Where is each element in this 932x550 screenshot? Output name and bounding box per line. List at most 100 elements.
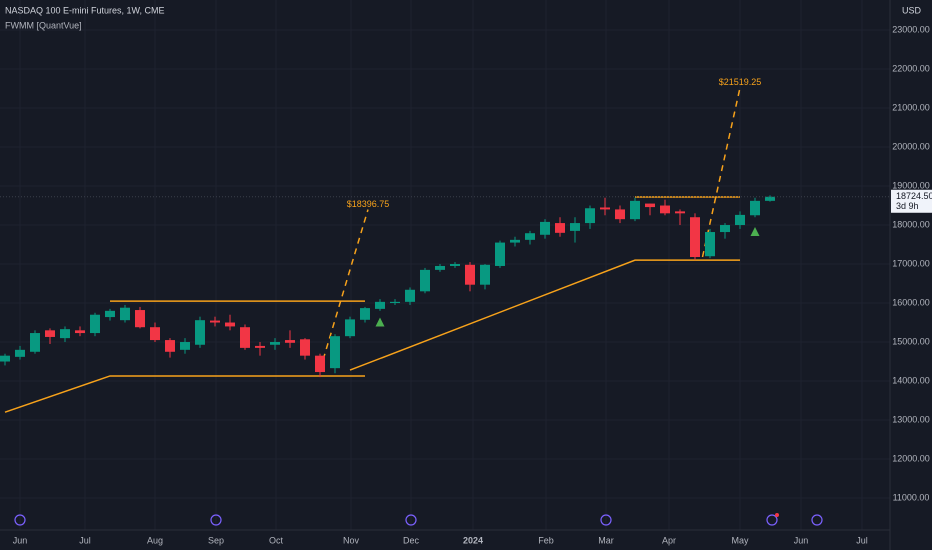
candle-body bbox=[749, 200, 760, 216]
candle-body bbox=[14, 349, 25, 357]
candle-body bbox=[74, 330, 85, 334]
x-tick-label: Apr bbox=[662, 535, 676, 545]
currency: USD bbox=[902, 5, 922, 15]
signal-marker bbox=[750, 227, 760, 237]
y-tick-label: 14000.00 bbox=[892, 375, 930, 385]
candle-body bbox=[404, 289, 415, 302]
candle-body bbox=[89, 314, 100, 334]
x-tick-label: Feb bbox=[538, 535, 554, 545]
y-tick-label: 15000.00 bbox=[892, 336, 930, 346]
candle-body bbox=[479, 264, 490, 285]
candle-body bbox=[584, 208, 595, 224]
candle-body bbox=[704, 232, 715, 257]
candle-body bbox=[644, 203, 655, 208]
y-tick-label: 20000.00 bbox=[892, 141, 930, 151]
candle-body bbox=[329, 336, 340, 369]
indicator-line bbox=[4, 375, 365, 413]
event-icon[interactable] bbox=[14, 514, 26, 526]
x-tick-label: Aug bbox=[147, 535, 163, 545]
candle-body bbox=[734, 214, 745, 226]
candle-body bbox=[0, 355, 10, 362]
y-tick-label: 16000.00 bbox=[892, 297, 930, 307]
x-tick-label: Nov bbox=[343, 535, 360, 545]
y-tick-label: 21000.00 bbox=[892, 102, 930, 112]
candle-body bbox=[554, 223, 565, 233]
candle-body bbox=[494, 242, 505, 266]
candle-body bbox=[344, 319, 355, 337]
event-icon[interactable] bbox=[766, 514, 778, 526]
candle-body bbox=[104, 310, 115, 318]
indicator-line bbox=[349, 259, 740, 371]
x-tick-label: Oct bbox=[269, 535, 284, 545]
candle-body bbox=[44, 330, 55, 337]
target-label: $18396.75 bbox=[347, 199, 390, 209]
x-tick-label: Sep bbox=[208, 535, 224, 545]
y-tick-label: 13000.00 bbox=[892, 414, 930, 424]
grid bbox=[0, 0, 890, 530]
candle-body bbox=[269, 342, 280, 345]
y-tick-label: 19000.00 bbox=[892, 180, 930, 190]
candle-body bbox=[194, 320, 205, 345]
target-label: $21519.25 bbox=[719, 77, 762, 87]
candle-body bbox=[254, 345, 265, 348]
candle-body bbox=[674, 211, 685, 214]
candle-body bbox=[224, 322, 235, 327]
candle-body bbox=[689, 217, 700, 258]
candle-body bbox=[149, 327, 160, 341]
event-dot bbox=[775, 513, 779, 517]
candle-body bbox=[284, 340, 295, 343]
candle-body bbox=[539, 221, 550, 235]
target-projection bbox=[701, 87, 741, 258]
candle-body bbox=[29, 333, 40, 352]
y-tick-label: 22000.00 bbox=[892, 63, 930, 73]
candle-body bbox=[179, 342, 190, 350]
x-tick-label: Mar bbox=[598, 535, 614, 545]
signal-marker bbox=[375, 317, 385, 327]
bar-countdown: 3d 9h bbox=[896, 201, 919, 211]
candle-body bbox=[509, 239, 520, 243]
candle-body bbox=[359, 308, 370, 320]
x-tick-label: Dec bbox=[403, 535, 420, 545]
indicator-name: FWMM [QuantVue] bbox=[5, 20, 82, 30]
candle-body bbox=[764, 196, 775, 201]
event-icons bbox=[14, 513, 823, 526]
candle-body bbox=[659, 205, 670, 214]
candle-body bbox=[464, 264, 475, 285]
candle-body bbox=[629, 200, 640, 220]
chart-title: NASDAQ 100 E-mini Futures, 1W, CME bbox=[5, 5, 165, 15]
x-tick-label: Jun bbox=[13, 535, 28, 545]
candle-body bbox=[569, 223, 580, 231]
x-tick-label: Jun bbox=[794, 535, 809, 545]
y-tick-label: 11000.00 bbox=[893, 492, 930, 502]
candle-body bbox=[524, 233, 535, 240]
candle-body bbox=[719, 225, 730, 233]
x-tick-label: May bbox=[731, 535, 749, 545]
y-tick-label: 17000.00 bbox=[892, 258, 930, 268]
x-tick-label: Jul bbox=[79, 535, 91, 545]
candle-body bbox=[119, 307, 130, 321]
candle-body bbox=[134, 310, 145, 328]
event-icon[interactable] bbox=[210, 514, 222, 526]
candle-body bbox=[434, 265, 445, 270]
candle-body bbox=[614, 209, 625, 220]
candle-body bbox=[314, 355, 325, 373]
event-icon[interactable] bbox=[811, 514, 823, 526]
y-tick-label: 12000.00 bbox=[892, 453, 930, 463]
candle-body bbox=[209, 320, 220, 323]
candle-body bbox=[449, 264, 460, 266]
candle-body bbox=[419, 269, 430, 292]
candle-body bbox=[599, 207, 610, 210]
event-icon[interactable] bbox=[600, 514, 612, 526]
candle-body bbox=[239, 327, 250, 348]
last-price-label: 18724.50 bbox=[896, 191, 932, 201]
candle-body bbox=[59, 329, 70, 339]
y-tick-label: 23000.00 bbox=[892, 24, 930, 34]
candle-body bbox=[164, 340, 175, 352]
y-tick-label: 18000.00 bbox=[892, 219, 930, 229]
event-icon[interactable] bbox=[405, 514, 417, 526]
candle-body bbox=[374, 301, 385, 309]
last-price-box bbox=[891, 189, 932, 213]
x-tick-label: Jul bbox=[856, 535, 868, 545]
x-tick-label: 2024 bbox=[463, 535, 483, 545]
